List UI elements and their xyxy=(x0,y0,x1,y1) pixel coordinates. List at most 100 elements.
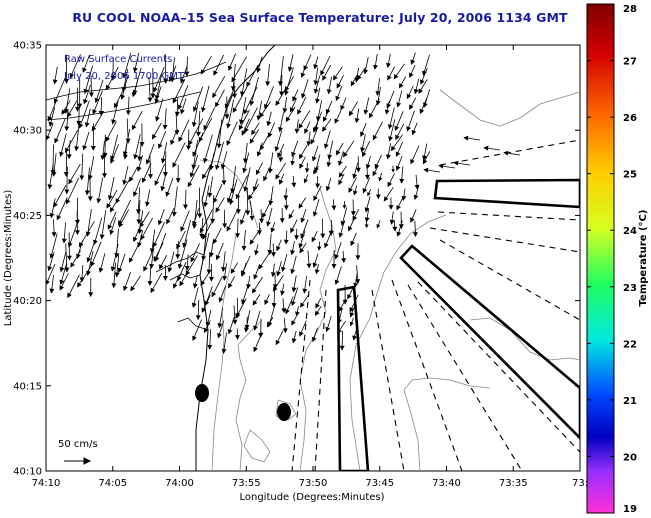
vector-head xyxy=(99,234,105,240)
vector-head xyxy=(147,173,153,179)
vector-head xyxy=(178,136,183,143)
vector-head xyxy=(270,272,276,278)
vector-head xyxy=(396,231,402,237)
vector-shaft xyxy=(285,67,294,96)
vector-shaft xyxy=(140,217,153,240)
vector-shaft xyxy=(56,197,68,220)
vector-head xyxy=(331,205,337,211)
colorbar-tick-label: 19 xyxy=(623,504,637,515)
vector-head xyxy=(152,134,157,140)
x-tick-label: 74:05 xyxy=(98,478,127,489)
vector-head xyxy=(313,80,319,86)
vector-shaft xyxy=(113,262,116,288)
vector-head xyxy=(292,96,297,102)
vector-head xyxy=(453,160,459,166)
vector-shaft xyxy=(148,76,151,102)
vector-head xyxy=(304,168,310,173)
vector-head xyxy=(107,224,113,230)
annotation-line2: July 20, 2006 1700 GMT xyxy=(63,71,185,82)
vector-head xyxy=(191,302,197,308)
x-tick-label: 73:40 xyxy=(432,478,461,489)
vector-head xyxy=(331,264,337,269)
vector-head xyxy=(158,264,164,270)
vector-shaft xyxy=(193,101,199,127)
vector-head xyxy=(232,93,237,99)
vector-shaft xyxy=(164,151,167,177)
vector-shaft xyxy=(75,123,80,151)
vector-head xyxy=(313,64,319,70)
vector-head xyxy=(46,280,50,285)
vector-shaft xyxy=(54,76,67,104)
vector-head xyxy=(203,327,209,334)
vector-head xyxy=(168,76,174,82)
vector-head xyxy=(47,265,53,272)
vector-head xyxy=(423,167,429,173)
vector-shaft xyxy=(92,90,103,114)
vector-head xyxy=(253,346,258,353)
vector-shaft xyxy=(232,64,236,91)
vector-head xyxy=(195,315,201,321)
vector-head xyxy=(120,94,126,100)
colorbar-tick-label: 24 xyxy=(623,226,637,237)
vector-head xyxy=(338,172,344,178)
vector-head xyxy=(106,203,112,209)
vector-head xyxy=(295,311,300,317)
vector-head xyxy=(326,162,332,168)
vector-shaft xyxy=(240,97,247,124)
vector-head xyxy=(311,156,317,162)
colorbar-tick-label: 21 xyxy=(623,396,637,407)
vector-head xyxy=(410,59,416,65)
vector-shaft xyxy=(123,53,132,78)
vector-head xyxy=(399,83,404,89)
site-marker-2 xyxy=(277,403,291,421)
vector-head xyxy=(338,306,344,312)
vector-head xyxy=(226,140,231,146)
vector-head xyxy=(212,92,217,99)
vector-head xyxy=(207,192,213,198)
vector-head xyxy=(241,299,246,305)
vector-head xyxy=(118,222,124,228)
vector-head xyxy=(298,123,304,129)
vector-head xyxy=(290,268,296,275)
vector-head xyxy=(387,75,392,81)
colorbar-tick-label: 28 xyxy=(623,4,637,15)
vector-shaft xyxy=(173,186,178,216)
vector-head xyxy=(256,67,262,74)
vector-head xyxy=(354,118,360,124)
vector-head xyxy=(76,120,82,126)
vector-head xyxy=(66,255,72,261)
vector-shaft xyxy=(202,232,210,261)
colorbar-tick-label: 22 xyxy=(623,339,637,350)
vector-head xyxy=(249,215,255,221)
vector-shaft xyxy=(227,99,235,128)
vector-head xyxy=(254,250,259,256)
vector-head xyxy=(289,107,295,113)
vector-head xyxy=(235,193,241,200)
vector-head xyxy=(61,109,67,115)
vector-head xyxy=(355,167,361,173)
vector-head xyxy=(88,292,94,298)
vector-head xyxy=(337,328,342,334)
vector-head xyxy=(336,83,342,89)
colorbar-tick-label: 20 xyxy=(623,452,637,463)
vector-head xyxy=(413,88,419,95)
vector-head xyxy=(438,163,444,169)
vector-shaft xyxy=(279,56,284,86)
vector-head xyxy=(180,78,185,84)
vector-head xyxy=(310,139,316,145)
colorbar-tick-label: 25 xyxy=(623,170,637,181)
vector-head xyxy=(98,110,104,116)
vector-head xyxy=(48,121,54,127)
vector-head xyxy=(320,70,325,76)
vector-head xyxy=(139,141,145,147)
vector-head xyxy=(350,211,356,217)
vector-head xyxy=(266,121,272,127)
vector-head xyxy=(306,263,312,269)
vector-head xyxy=(202,234,207,240)
vector-head xyxy=(394,125,400,132)
vector-head xyxy=(291,338,297,344)
vector-head xyxy=(372,134,378,141)
vector-head xyxy=(117,267,123,274)
vector-shaft xyxy=(244,167,251,192)
x-tick-label: 73:55 xyxy=(232,478,261,489)
